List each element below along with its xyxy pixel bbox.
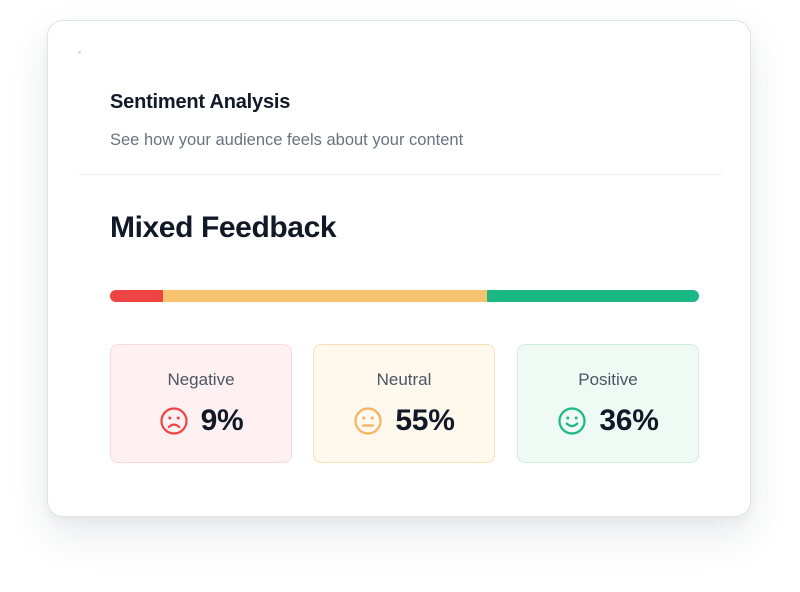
positive-bar-segment	[486, 290, 699, 302]
neutral-bar-segment	[163, 290, 487, 302]
positive-value: 36%	[599, 404, 659, 437]
negative-stat-card: Negative 9%	[110, 344, 292, 463]
card-header: Sentiment Analysis See how your audience…	[110, 89, 710, 151]
neutral-value-row: 55%	[314, 403, 494, 439]
neutral-value: 55%	[395, 404, 455, 437]
neutral-stat-card: Neutral 55%	[313, 344, 495, 463]
sentiment-card: Sentiment Analysis See how your audience…	[47, 20, 751, 517]
sentiment-stats: Negative 9% Neutral	[110, 344, 699, 463]
positive-label: Positive	[578, 370, 638, 389]
decorative-dot	[78, 51, 81, 54]
sentiment-distribution-bar	[110, 290, 699, 302]
neutral-face-icon	[354, 407, 383, 435]
negative-value: 9%	[200, 404, 244, 437]
positive-value-row: 36%	[518, 403, 698, 439]
header-divider	[79, 174, 722, 175]
negative-label: Negative	[167, 370, 235, 389]
sentiment-verdict: Mixed Feedback	[110, 211, 337, 244]
frown-face-icon	[160, 407, 188, 435]
negative-bar-segment	[110, 290, 163, 302]
negative-value-row: 9%	[111, 403, 291, 439]
card-subtitle: See how your audience feels about your c…	[110, 131, 464, 149]
smile-face-icon	[558, 407, 587, 435]
card-title: Sentiment Analysis	[110, 91, 291, 113]
neutral-label: Neutral	[376, 370, 432, 389]
positive-stat-card: Positive 36%	[517, 344, 699, 463]
